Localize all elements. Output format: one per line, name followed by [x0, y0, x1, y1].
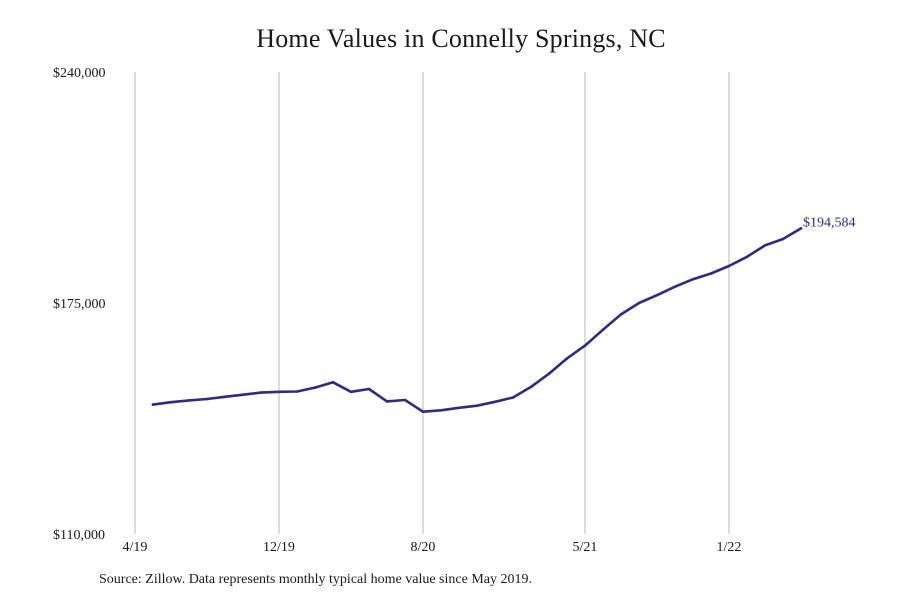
data-point: [313, 386, 317, 389]
data-point: [529, 385, 533, 389]
data-point: [457, 406, 461, 410]
y-tick-label: $240,000: [53, 66, 106, 81]
series-line: [151, 227, 803, 413]
data-point: [619, 313, 623, 316]
x-tick-label: 12/19: [263, 540, 295, 555]
data-point: [475, 404, 479, 408]
source-note: Source: Zillow. Data represents monthly …: [99, 572, 532, 587]
data-point: [655, 293, 659, 297]
y-tick-label: $110,000: [53, 528, 105, 543]
x-tick-label: 5/21: [573, 540, 598, 555]
data-point: [493, 400, 497, 404]
data-point: [583, 344, 587, 347]
data-point: [673, 285, 677, 288]
data-point: [511, 396, 515, 399]
end-value-label: $194,584: [803, 215, 856, 230]
data-point: [601, 328, 605, 331]
data-point: [331, 380, 335, 384]
data-point: [727, 264, 731, 268]
data-point: [691, 277, 695, 281]
data-point: [349, 390, 353, 394]
data-point: [169, 400, 173, 404]
data-point: [439, 409, 443, 412]
data-point: [637, 301, 641, 305]
data-point: [259, 391, 263, 394]
data-point: [763, 244, 767, 247]
y-tick-label: $175,000: [53, 297, 106, 312]
data-point: [367, 387, 371, 391]
data-point: [799, 227, 803, 230]
data-point: [223, 395, 227, 399]
data-point: [547, 372, 551, 376]
chart-title: Home Values in Connelly Springs, NC: [256, 24, 666, 53]
data-point: [205, 397, 209, 401]
grid-lines: [134, 72, 730, 534]
x-tick-label: 4/19: [123, 540, 148, 555]
axis-labels: 4/19 12/19 8/20 5/21 1/22 $110,000 $175,000 $24…: [53, 66, 741, 555]
x-tick-label: 8/20: [411, 540, 436, 555]
data-point: [709, 272, 713, 275]
data-point: [295, 390, 299, 393]
data-point: [403, 398, 407, 402]
data-point: [151, 403, 155, 406]
data-point: [187, 399, 191, 402]
data-point: [385, 400, 389, 403]
series-layer: $194,584: [151, 215, 856, 414]
data-point: [241, 393, 245, 396]
x-tick-label: 1/22: [717, 540, 742, 555]
data-point: [565, 357, 569, 360]
data-point: [277, 390, 281, 394]
data-point: [745, 255, 749, 259]
data-point: [781, 237, 785, 241]
data-point: [421, 410, 425, 414]
